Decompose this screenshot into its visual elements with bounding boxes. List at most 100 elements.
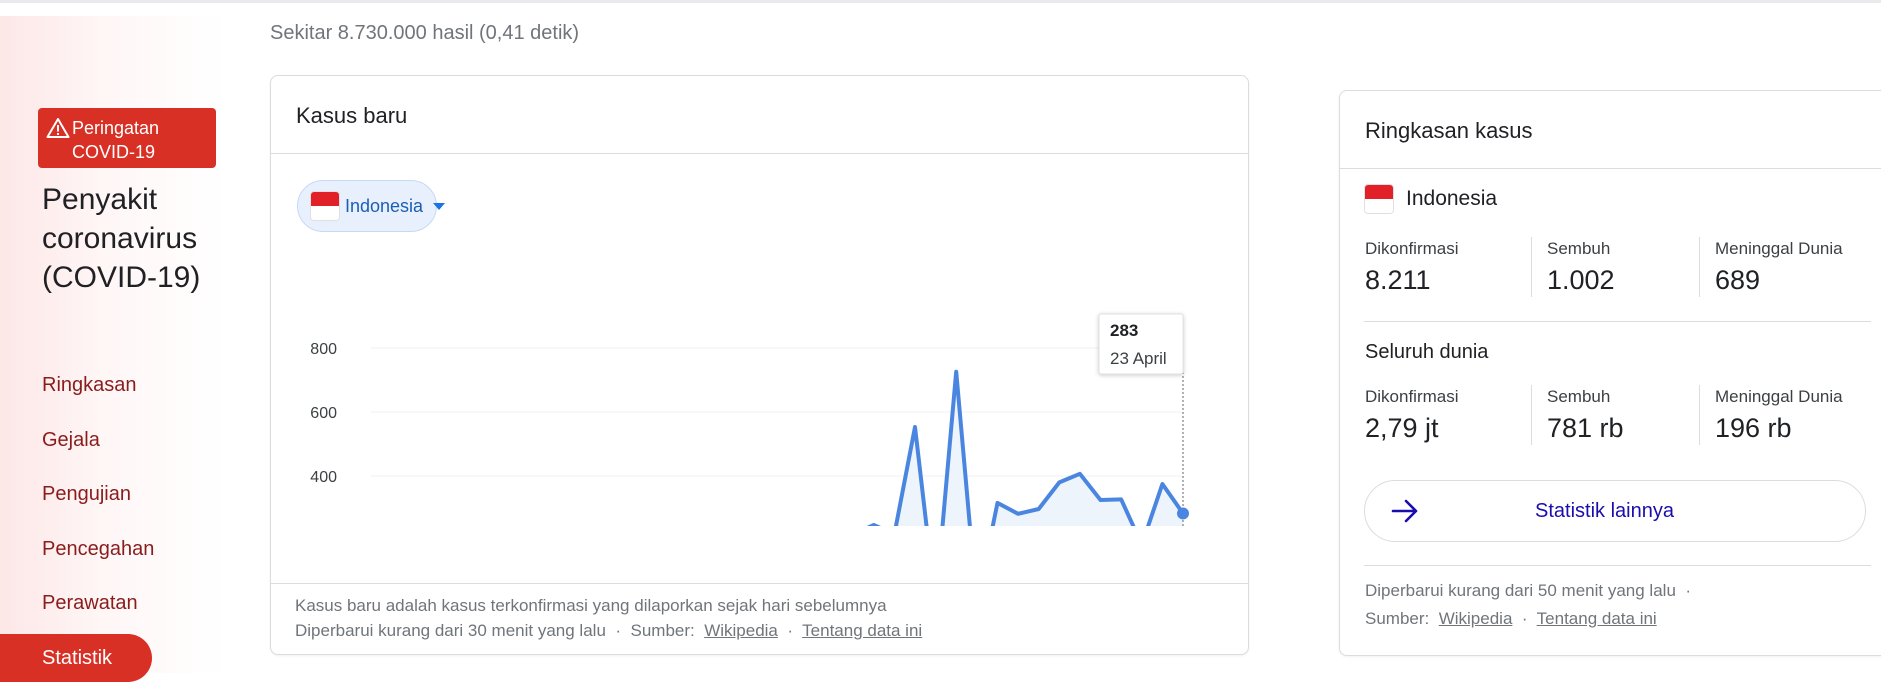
- indonesia-flag-icon: [1365, 185, 1393, 213]
- chevron-down-icon: [433, 202, 446, 210]
- warning-icon: [46, 118, 70, 138]
- stat-separator: [1531, 237, 1532, 297]
- chart-point: [1016, 512, 1020, 516]
- tooltip-date: 23 April: [1110, 349, 1167, 368]
- disease-title-line-2: coronavirus: [42, 222, 198, 255]
- chart-grid: [371, 347, 1183, 477]
- stat-separator: [1699, 237, 1700, 297]
- chart-point: [913, 425, 917, 429]
- country-deaths: Meninggal Dunia 689: [1715, 239, 1843, 296]
- country-selector[interactable]: Indonesia: [297, 180, 446, 232]
- card-divider: [271, 583, 1248, 584]
- about-data-link[interactable]: Tentang data ini: [802, 621, 923, 640]
- sidebar-item-pencegahan[interactable]: Pencegahan: [42, 537, 155, 560]
- new-cases-chart[interactable]: 0200400600800 20 Mar28 Mar5 Apr13 Apr21 …: [271, 226, 1248, 526]
- new-cases-title: Kasus baru: [296, 103, 408, 128]
- alert-line-1: Peringatan: [72, 118, 160, 138]
- summary-source-line: Sumber: Wikipedia · Tentang data ini: [1365, 609, 1657, 629]
- card-divider: [1340, 168, 1881, 169]
- more-stats-button[interactable]: Statistik lainnya: [1364, 480, 1866, 542]
- card-divider: [1364, 321, 1871, 322]
- y-tick-label: 600: [310, 405, 337, 422]
- stat-label: Sembuh: [1547, 239, 1611, 258]
- stat-label: Dikonfirmasi: [1365, 387, 1459, 406]
- country-selector-label: Indonesia: [345, 195, 424, 216]
- sidebar-item-gejala[interactable]: Gejala: [42, 428, 100, 451]
- alert-line-2: COVID-19: [72, 142, 156, 162]
- stat-label: Sembuh: [1547, 387, 1611, 406]
- summary-title: Ringkasan kasus: [1365, 118, 1533, 143]
- stat-value: 196 rb: [1715, 413, 1792, 443]
- tooltip-box: [1098, 313, 1184, 375]
- case-summary-card: Ringkasan kasus Indonesia Dikonfirmasi 8…: [1339, 90, 1881, 656]
- updated-text: Diperbarui kurang dari 30 menit yang lal…: [295, 621, 606, 640]
- sidebar-item-ringkasan[interactable]: Ringkasan: [42, 374, 137, 396]
- world-title: Seluruh dunia: [1365, 341, 1489, 363]
- chart-area: [871, 371, 1183, 526]
- stat-value: 781 rb: [1547, 413, 1624, 443]
- chart-source-line: Diperbarui kurang dari 30 menit yang lal…: [295, 621, 922, 641]
- new-cases-card: Kasus baru Indonesia 0200400600800 20 Ma…: [270, 75, 1249, 655]
- updated-text: Diperbarui kurang dari 50 menit yang lal…: [1365, 581, 1676, 600]
- more-stats-label: Statistik lainnya: [1535, 499, 1674, 522]
- tooltip-cursor-dot: [1177, 507, 1189, 520]
- arrow-right-icon: [1391, 499, 1418, 523]
- chart-point: [1099, 498, 1103, 502]
- disease-title-line-1: Penyakit: [42, 183, 158, 216]
- disease-title: Penyakit coronavirus (COVID-19): [42, 180, 222, 297]
- chart-point: [1160, 482, 1164, 486]
- y-axis-labels: 0200400600800: [310, 341, 337, 486]
- y-tick-label: 400: [310, 469, 337, 486]
- stat-separator: [1699, 385, 1700, 445]
- chart-point: [1078, 472, 1082, 476]
- stat-label: Meninggal Dunia: [1715, 387, 1843, 406]
- chart-point: [995, 501, 999, 505]
- wikipedia-link[interactable]: Wikipedia: [1438, 609, 1513, 628]
- indonesia-flag-icon: [311, 192, 339, 220]
- separator: ·: [1521, 609, 1528, 628]
- about-data-link[interactable]: Tentang data ini: [1536, 609, 1657, 628]
- separator: ·: [615, 621, 622, 640]
- stat-value: 689: [1715, 265, 1761, 295]
- summary-updated-line: Diperbarui kurang dari 50 menit yang lal…: [1365, 581, 1691, 601]
- y-tick-label: 800: [310, 341, 337, 358]
- chart-footnote: Kasus baru adalah kasus terkonfirmasi ya…: [295, 596, 887, 615]
- world-deaths: Meninggal Dunia 196 rb: [1715, 387, 1843, 444]
- country-recovered: Sembuh 1.002: [1547, 239, 1615, 296]
- alert-text: Peringatan COVID-19: [72, 116, 159, 164]
- summary-country-name: Indonesia: [1406, 187, 1498, 210]
- source-label: Sumber:: [630, 621, 695, 640]
- card-divider: [1364, 565, 1871, 566]
- sidebar-item-perawatan[interactable]: Perawatan: [42, 592, 138, 614]
- world-confirmed: Dikonfirmasi 2,79 jt: [1365, 387, 1459, 444]
- sidebar-item-pengujian[interactable]: Pengujian: [42, 483, 131, 505]
- separator: ·: [787, 621, 794, 640]
- chart-tooltip: 283 23 April: [1098, 313, 1184, 375]
- stat-value: 8.211: [1365, 265, 1431, 295]
- chart-point: [954, 370, 958, 374]
- chart-point: [1057, 480, 1061, 484]
- chart-point: [1119, 497, 1123, 501]
- result-stats: Sekitar 8.730.000 hasil (0,41 detik): [270, 22, 580, 44]
- disease-title-line-3: (COVID-19): [42, 261, 201, 294]
- source-label: Sumber:: [1365, 609, 1430, 628]
- wikipedia-link[interactable]: Wikipedia: [704, 621, 778, 640]
- world-recovered: Sembuh 781 rb: [1547, 387, 1624, 444]
- card-divider: [271, 153, 1248, 154]
- covid-alert-badge[interactable]: Peringatan COVID-19: [38, 108, 216, 168]
- tooltip-value: 283: [1110, 321, 1138, 340]
- sidebar-item-statistik[interactable]: Statistik: [0, 633, 152, 682]
- country-confirmed: Dikonfirmasi 8.211: [1365, 239, 1459, 296]
- stat-label: Dikonfirmasi: [1365, 239, 1459, 258]
- stat-label: Meninggal Dunia: [1715, 239, 1843, 258]
- chart-point: [1037, 507, 1041, 511]
- sidebar-nav: Ringkasan Gejala Pengujian Pencegahan Pe…: [0, 358, 226, 682]
- summary-country: Indonesia: [1365, 185, 1497, 213]
- chart-point: [872, 523, 876, 526]
- stat-value: 2,79 jt: [1365, 413, 1439, 443]
- stat-separator: [1531, 385, 1532, 445]
- top-border: [0, 0, 1881, 3]
- chart-series-line: [866, 369, 1185, 526]
- stat-value: 1.002: [1547, 265, 1615, 295]
- separator: ·: [1685, 581, 1692, 600]
